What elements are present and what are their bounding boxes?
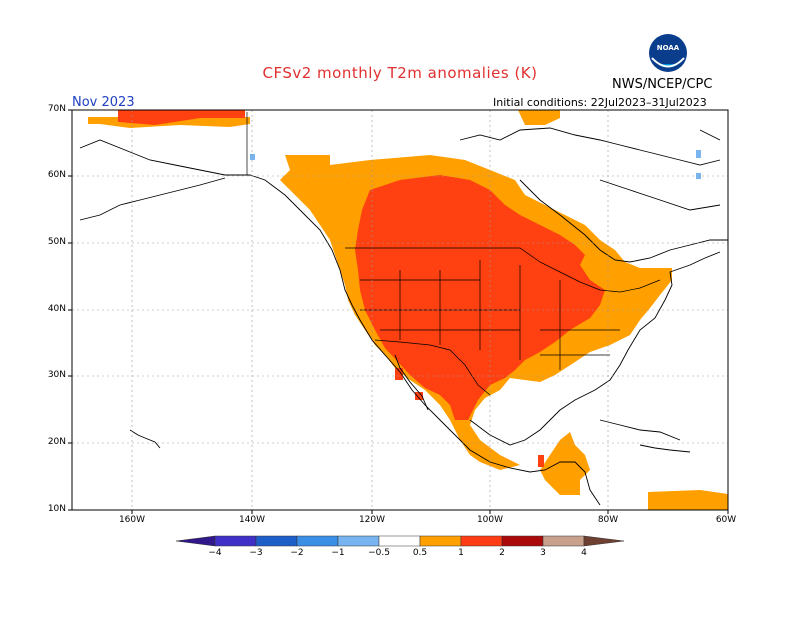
- colorbar-label: 4: [581, 548, 587, 558]
- anomaly-cell-negative: [250, 154, 255, 160]
- anomaly-cell-negative: [696, 150, 701, 158]
- anomaly-cell: [538, 455, 544, 467]
- colorbar-label: 0.5: [412, 548, 428, 558]
- colorbar-label: 2: [499, 548, 505, 558]
- lat-label-50n: 50N: [47, 237, 66, 247]
- lon-label-60w: 60W: [715, 515, 737, 525]
- month-label: Nov 2023: [72, 95, 135, 110]
- grid-lines: [72, 110, 728, 510]
- lon-label-80w: 80W: [597, 515, 619, 525]
- lon-label-120w: 120W: [358, 515, 386, 525]
- initial-conditions-label: Initial conditions: 22Jul2023–31Jul2023: [493, 96, 707, 109]
- lon-label-100w: 100W: [476, 515, 504, 525]
- anomaly-region-arctic-east: [518, 110, 560, 125]
- colorbar-label: −0.5: [368, 548, 390, 558]
- lat-label-30n: 30N: [47, 370, 66, 380]
- lat-label-70n: 70N: [47, 104, 66, 114]
- anomaly-cell: [395, 368, 403, 380]
- colorbar-label: −2: [290, 548, 304, 558]
- colorbar-label: −1: [331, 548, 345, 558]
- coastlines: [79, 127, 728, 506]
- anomaly-region-south-america: [648, 490, 728, 510]
- lon-label-160w: 160W: [118, 515, 146, 525]
- lat-label-40n: 40N: [47, 304, 66, 314]
- lat-label-60n: 60N: [47, 170, 66, 180]
- colorbar-label: −3: [249, 548, 263, 558]
- axis-ticks: [68, 109, 729, 514]
- political-borders: [246, 112, 661, 396]
- anomaly-cell: [415, 392, 423, 400]
- colorbar-label: 1: [458, 548, 464, 558]
- lat-label-10n: 10N: [47, 504, 66, 514]
- chart-title: CFSv2 monthly T2m anomalies (K): [262, 64, 538, 82]
- agency-label: NWS/NCEP/CPC: [612, 77, 713, 92]
- lat-label-20n: 20N: [47, 437, 66, 447]
- anomaly-region-arctic-red: [118, 110, 245, 125]
- lon-label-140w: 140W: [238, 515, 266, 525]
- colorbar-label: −4: [208, 548, 222, 558]
- colorbar-label: 3: [540, 548, 546, 558]
